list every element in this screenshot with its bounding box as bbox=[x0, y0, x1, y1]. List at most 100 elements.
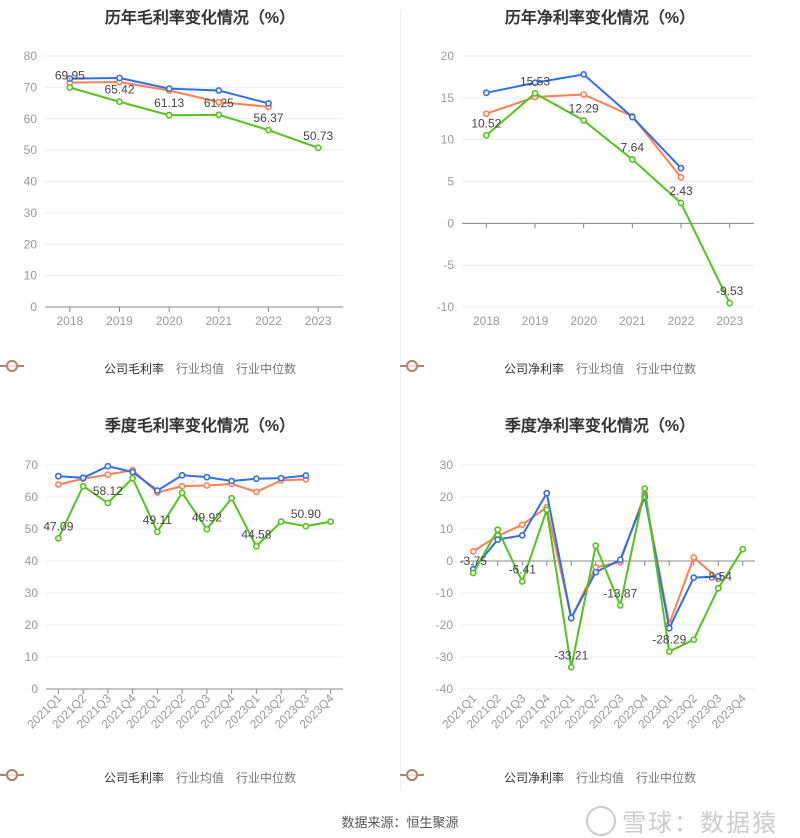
legend-marker-icon bbox=[0, 769, 24, 781]
data-point-company bbox=[104, 499, 112, 507]
data-point-company bbox=[665, 648, 673, 655]
chart-annual-gross-margin: 历年毛利率变化情况（%） 0 10 20 30 40 50 60 70 80 2018 2019 20… bbox=[0, 0, 400, 400]
data-label: 50.73 bbox=[303, 129, 333, 143]
legend-label: 公司毛利率 bbox=[103, 362, 164, 376]
y-tick-label: 0 bbox=[447, 216, 454, 230]
data-point-company bbox=[228, 494, 236, 502]
x-tick-label: 2019 bbox=[106, 314, 133, 328]
x-tick-label: 2023 bbox=[305, 314, 332, 328]
chart-title: 历年净利率变化情况（%） bbox=[504, 10, 696, 27]
y-tick-label: 60 bbox=[25, 490, 39, 504]
data-point-company bbox=[567, 663, 575, 671]
y-tick-label: -10 bbox=[437, 300, 455, 314]
data-point-avg bbox=[277, 474, 285, 482]
data-label: 49.11 bbox=[143, 513, 172, 527]
data-point-company bbox=[518, 578, 526, 585]
x-tick-label: 2019 bbox=[522, 314, 549, 328]
chart-title: 季度毛利率变化情况（%） bbox=[104, 418, 296, 435]
y-tick-label: 0 bbox=[446, 554, 453, 568]
data-label: 12.29 bbox=[569, 102, 599, 116]
legend-label: 行业中位数 bbox=[236, 771, 297, 785]
data-point-company bbox=[327, 518, 335, 526]
data-point-avg bbox=[616, 556, 624, 564]
y-tick-label: 5 bbox=[447, 175, 454, 189]
chart-svg: 0102030405060702021Q12021Q22021Q32021Q42… bbox=[24, 458, 343, 731]
legend-item-avg[interactable]: 行业均值 bbox=[400, 360, 624, 377]
data-label: 47.09 bbox=[43, 519, 73, 533]
data-point-avg bbox=[153, 487, 161, 494]
y-tick-label: -5 bbox=[443, 258, 454, 272]
legend-item-company[interactable]: 公司毛利率 bbox=[0, 769, 164, 786]
data-point-company bbox=[714, 584, 722, 592]
data-point-median bbox=[690, 554, 698, 561]
data-label: 58.12 bbox=[93, 484, 123, 498]
data-point-avg bbox=[79, 474, 87, 482]
series-line-company bbox=[57, 476, 331, 549]
legend: 公司净利率 行业均值 行业中位数 bbox=[400, 769, 800, 786]
legend-marker-icon bbox=[400, 769, 424, 781]
legend-item-avg[interactable]: 行业均值 bbox=[0, 360, 224, 377]
data-point-company bbox=[129, 474, 137, 482]
xueqiu-logo-icon bbox=[586, 805, 616, 836]
legend-item-company[interactable]: 公司净利率 bbox=[400, 360, 564, 377]
legend-label: 公司净利率 bbox=[503, 362, 564, 376]
data-point-median bbox=[252, 488, 260, 496]
data-point-company bbox=[616, 601, 624, 609]
data-point-avg bbox=[215, 87, 223, 94]
watermark-text: 雪球：数据猿 bbox=[622, 810, 778, 837]
data-point-avg bbox=[165, 85, 173, 93]
data-label: 61.25 bbox=[204, 96, 234, 110]
data-point-avg bbox=[265, 99, 272, 107]
y-tick-label: 20 bbox=[24, 237, 38, 251]
data-point-median bbox=[677, 173, 685, 181]
data-point-company bbox=[726, 299, 734, 307]
data-point-company bbox=[265, 126, 272, 134]
legend: 公司毛利率 行业均值 行业中位数 bbox=[0, 360, 400, 377]
data-label: 49.92 bbox=[192, 510, 222, 524]
data-point-company bbox=[580, 117, 588, 124]
legend-item-avg[interactable]: 行业均值 bbox=[400, 769, 624, 786]
data-point-median bbox=[469, 547, 477, 555]
y-tick-label: 50 bbox=[25, 522, 39, 536]
legend: 公司毛利率 行业均值 行业中位数 bbox=[0, 769, 400, 786]
data-label: -8.54 bbox=[705, 569, 733, 583]
y-tick-label: 80 bbox=[24, 49, 38, 63]
data-label: -33.21 bbox=[554, 648, 588, 662]
legend-item-company[interactable]: 公司净利率 bbox=[400, 769, 564, 786]
legend-item-median[interactable]: 行业中位数 bbox=[0, 769, 297, 786]
legend-item-median[interactable]: 行业中位数 bbox=[0, 360, 296, 377]
y-tick-label: -20 bbox=[436, 618, 454, 632]
data-label: 2.43 bbox=[669, 184, 693, 198]
data-point-company bbox=[543, 506, 551, 514]
legend-label: 行业均值 bbox=[175, 362, 224, 376]
series-line-company bbox=[472, 488, 744, 668]
data-label: -9.53 bbox=[716, 284, 744, 298]
y-tick-label: 30 bbox=[440, 458, 454, 472]
data-point-company bbox=[203, 525, 211, 533]
data-point-avg bbox=[567, 614, 575, 622]
legend-item-company[interactable]: 公司毛利率 bbox=[0, 360, 164, 377]
data-point-avg bbox=[543, 489, 551, 497]
legend-item-avg[interactable]: 行业均值 bbox=[0, 769, 224, 786]
legend-item-median[interactable]: 行业中位数 bbox=[400, 769, 697, 786]
x-tick-label: 2023 bbox=[716, 314, 743, 328]
chart-quarterly-net-margin: 季度净利率变化情况（%） -40 -30 -20 -10 0 10 20 30 2021Q1 20… bbox=[400, 400, 800, 800]
legend-marker-icon bbox=[400, 360, 424, 372]
data-point-company bbox=[215, 111, 223, 119]
chart-quarterly-gross-margin: 季度毛利率变化情况（%） 0 10 20 30 40 50 60 70 2021Q1 2021Q2… bbox=[0, 400, 400, 800]
legend-label: 行业中位数 bbox=[636, 771, 697, 785]
data-label: 15.53 bbox=[520, 74, 550, 88]
data-point-avg bbox=[518, 531, 526, 539]
legend-item-median[interactable]: 行业中位数 bbox=[400, 360, 696, 377]
x-tick-label: 2021 bbox=[205, 314, 232, 328]
data-point-median bbox=[203, 482, 211, 489]
data-point-company bbox=[592, 542, 600, 550]
data-label: 7.64 bbox=[621, 140, 645, 154]
data-point-company bbox=[79, 482, 87, 490]
data-point-median bbox=[518, 521, 526, 529]
data-point-median bbox=[178, 482, 186, 490]
y-tick-label: 40 bbox=[25, 554, 39, 568]
data-point-avg bbox=[178, 471, 186, 479]
chart-svg: -40-30-20-1001020302021Q12021Q22021Q3202… bbox=[436, 458, 755, 731]
data-label: -6.41 bbox=[509, 563, 537, 577]
